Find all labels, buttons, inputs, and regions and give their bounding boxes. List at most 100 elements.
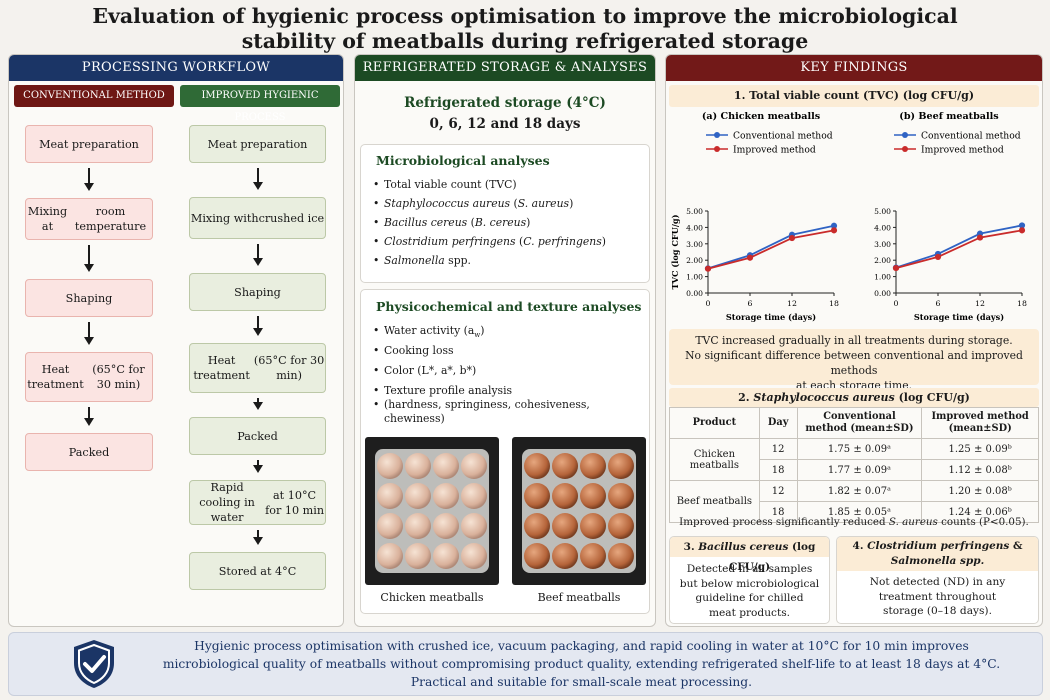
th-conventional: Conventional method (mean±SD) — [796, 407, 923, 439]
conclusion-text: Hygienic process optimisation with crush… — [129, 637, 1034, 691]
chicken-meatballs-photo — [365, 437, 499, 585]
legend-label: Conventional method — [733, 131, 833, 142]
cell-conventional: 1.85 ± 0.05ᵃ — [796, 501, 923, 523]
conventional-arrow-icon — [84, 168, 94, 191]
improved-arrow-icon — [252, 460, 263, 473]
physico-item-color: Color (L*, a*, b*) — [373, 364, 476, 378]
conventional-method-label: CONVENTIONAL METHOD — [14, 85, 174, 107]
beef-meatballs-photo — [512, 437, 646, 585]
conventional-step-1: Meat preparation — [25, 125, 153, 163]
improved-arrow-icon — [252, 168, 263, 190]
cell-product: Chicken meatballs — [669, 438, 760, 481]
y-tick-label: 2.00 — [874, 256, 891, 265]
x-tick-label: 18 — [829, 299, 839, 308]
physicochemical-card: Physicochemical and texture analyses Wat… — [360, 289, 650, 614]
x-tick-label: 6 — [936, 299, 941, 308]
y-tick-label: 5.00 — [686, 207, 703, 216]
series-line-1 — [707, 224, 835, 270]
legend-label: Improved method — [733, 145, 816, 156]
micro-item-c-perfringens: Clostridium perfringens (C. perfringens) — [373, 235, 606, 249]
micro-item-salmonella: Salmonella spp. — [373, 254, 471, 268]
cell-conventional: 1.82 ± 0.07ᵃ — [796, 480, 923, 502]
y-tick-label: 2.00 — [686, 256, 703, 265]
conventional-arrow-icon — [84, 245, 94, 272]
data-point — [746, 254, 754, 261]
cell-improved: 1.20 ± 0.08ᵇ — [921, 480, 1039, 502]
conventional-arrow-icon — [84, 322, 94, 345]
conclusion-banner: Hygienic process optimisation with crush… — [8, 632, 1043, 696]
y-tick-label: 3.00 — [874, 240, 891, 249]
y-tick-label: 1.00 — [874, 273, 891, 282]
x-tick-label: 18 — [1017, 299, 1027, 308]
title-line-1: Evaluation of hygienic process optimisat… — [92, 4, 958, 28]
improved-arrow-icon — [252, 398, 263, 410]
y-tick-label: 0.00 — [686, 289, 703, 298]
storage-header: REFRIGERATED STORAGE & ANALYSES — [355, 55, 655, 81]
conventional-step-5: Packed — [25, 433, 153, 471]
y-tick-label: 3.00 — [686, 240, 703, 249]
micro-title: Microbiological analyses — [376, 153, 550, 168]
table-header-row: Product Day Conventional method (mean±SD… — [669, 407, 1039, 439]
improved-step-5: Packed — [189, 417, 326, 455]
y-axis-label: TVC (log CFU/g) — [670, 214, 680, 289]
processing-workflow-panel: PROCESSING WORKFLOW CONVENTIONAL METHOD … — [8, 54, 344, 627]
improved-process-label: IMPROVED HYGIENIC PROCESS — [180, 85, 340, 123]
physico-item-texture: Texture profile analysis — [373, 384, 512, 398]
conventional-step-2: Mixing at room temperature — [25, 198, 153, 240]
cell-day: 18 — [758, 459, 798, 481]
storage-title: Refrigerated storage (4°C) — [404, 95, 606, 111]
improved-arrow-icon — [252, 530, 263, 545]
y-tick-label: 5.00 — [874, 207, 891, 216]
legend-marker — [714, 132, 720, 138]
micro-item-b-cereus: Bacillus cereus (B. cereus) — [373, 216, 530, 230]
shield-check-icon — [74, 640, 114, 688]
y-tick-label: 0.00 — [874, 289, 891, 298]
s-aureus-section-title: 2. Staphylococcus aureus (log CFU/g) — [669, 388, 1039, 407]
chart-title: (a) Chicken meatballs — [702, 111, 820, 122]
cell-conventional: 1.75 ± 0.09ᵃ — [796, 438, 923, 460]
conventional-step-4: Heat treatment (65°C for 30 min) — [25, 352, 153, 402]
table-row: Chicken meatballs 12 1.75 ± 0.09ᵃ 1.25 ±… — [669, 438, 1039, 481]
conclusion-line-1: Hygienic process optimisation with crush… — [194, 639, 969, 653]
cell-day: 12 — [758, 480, 798, 502]
data-point — [788, 234, 796, 242]
title-line-2: stability of meatballs during refrigerat… — [241, 29, 809, 53]
chart-title: (b) Beef meatballs — [899, 111, 998, 122]
tvc-note-line-1: TVC increased gradually in all treatment… — [695, 334, 1013, 347]
clostridium-title: 4. Clostridium perfringens & Salmonella … — [837, 537, 1038, 571]
cell-day: 12 — [758, 438, 798, 460]
tvc-chart-chicken: (a) Chicken meatballs Conventional method… — [670, 111, 839, 322]
cell-improved: 1.24 ± 0.06ᵇ — [921, 501, 1039, 523]
improved-step-2: Mixing with crushed ice — [189, 197, 326, 239]
improved-step-4: Heat treatment (65°C for 30 min) — [189, 343, 326, 393]
th-product: Product — [669, 407, 760, 439]
x-axis-label: Storage time (days) — [726, 312, 816, 322]
findings-header: KEY FINDINGS — [666, 55, 1042, 81]
improved-step-3: Shaping — [189, 273, 326, 311]
cell-product: Beef meatballs — [669, 480, 760, 523]
data-point — [976, 234, 984, 241]
x-axis-label: Storage time (days) — [914, 312, 1004, 322]
beef-caption: Beef meatballs — [537, 591, 621, 604]
legend-label: Conventional method — [921, 131, 1021, 142]
improved-step-6: Rapid cooling in water at 10°C for 10 min — [189, 480, 326, 525]
data-point — [830, 227, 838, 234]
micro-item-tvc: Total viable count (TVC) — [373, 178, 517, 192]
key-findings-panel: KEY FINDINGS 1. Total viable count (TVC)… — [665, 54, 1043, 627]
clostridium-salmonella-card: 4. Clostridium perfringens & Salmonella … — [836, 536, 1039, 624]
data-point — [830, 222, 838, 229]
y-tick-label: 4.00 — [686, 223, 703, 232]
bacillus-title: 3. Bacillus cereus (log CFU/g) — [670, 537, 829, 573]
s-aureus-table: Product Day Conventional method (mean±SD… — [669, 407, 1039, 523]
x-tick-label: 0 — [706, 299, 711, 308]
bacillus-text: Detected in all samples but below microbi… — [679, 563, 820, 619]
data-point — [1018, 222, 1026, 229]
x-tick-label: 12 — [975, 299, 985, 308]
chicken-caption: Chicken meatballs — [380, 591, 484, 604]
th-day: Day — [758, 407, 798, 439]
cell-day: 18 — [758, 501, 798, 523]
y-tick-label: 4.00 — [874, 223, 891, 232]
legend-marker — [902, 132, 908, 138]
improved-step-1: Meat preparation — [189, 125, 326, 163]
conclusion-line-3: Practical and suitable for small-scale m… — [410, 675, 753, 689]
